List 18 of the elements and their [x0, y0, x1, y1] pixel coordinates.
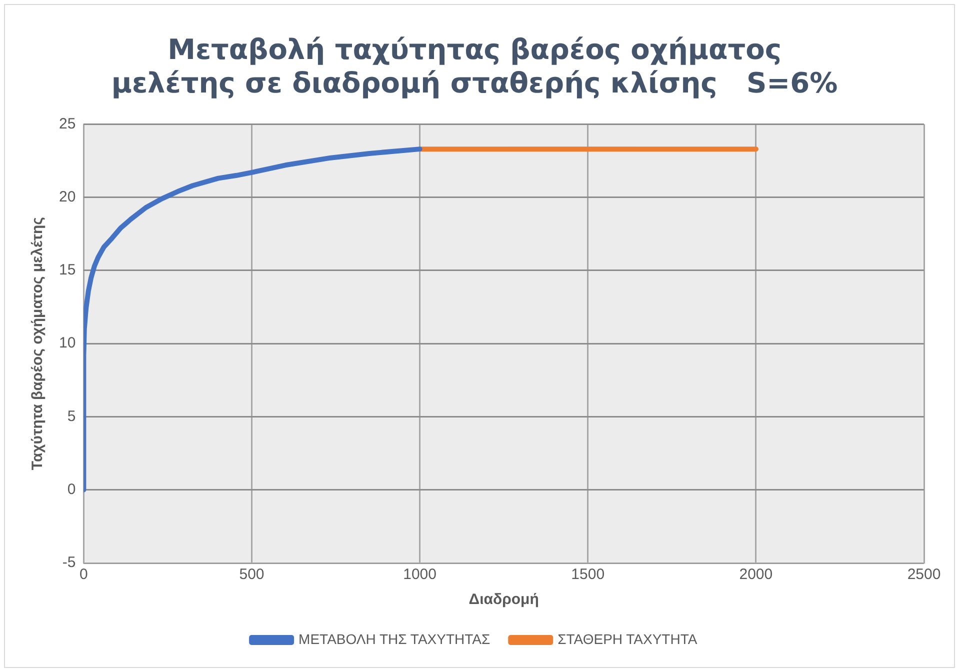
y-tick-label: 20 — [58, 188, 76, 206]
x-tick-label: 500 — [239, 566, 264, 584]
y-tick-label: 10 — [58, 334, 76, 352]
x-tick-label: 1500 — [571, 566, 605, 584]
legend-label: ΣΤΑΘΕΡΗ ΤΑΧΥΤΗΤΑ — [558, 630, 698, 647]
y-tick-label: 15 — [58, 262, 76, 279]
x-tick-label: 2500 — [907, 566, 941, 584]
x-axis-title: Διαδρομή — [468, 591, 539, 608]
x-tick-label: 2000 — [739, 566, 773, 584]
y-tick-label: 0 — [67, 481, 76, 498]
y-tick-label: 5 — [67, 408, 76, 425]
y-axis-title: Ταχύτητα βαρέος οχήματος μελέτης — [29, 216, 46, 470]
x-tick-label: 0 — [80, 566, 88, 584]
y-tick-label: -5 — [62, 554, 76, 572]
legend-label: ΜΕΤΑΒΟΛΗ ΤΗΣ ΤΑΧΥΤΗΤΑΣ — [298, 630, 490, 647]
chart-title: Μεταβολή ταχύτητας βαρέος οχήματος μελέτης σε διαδρομή σταθερής κλίσης S=6% — [111, 33, 838, 100]
y-tick-label: 25 — [58, 115, 76, 132]
x-tick-label: 1000 — [403, 566, 436, 584]
